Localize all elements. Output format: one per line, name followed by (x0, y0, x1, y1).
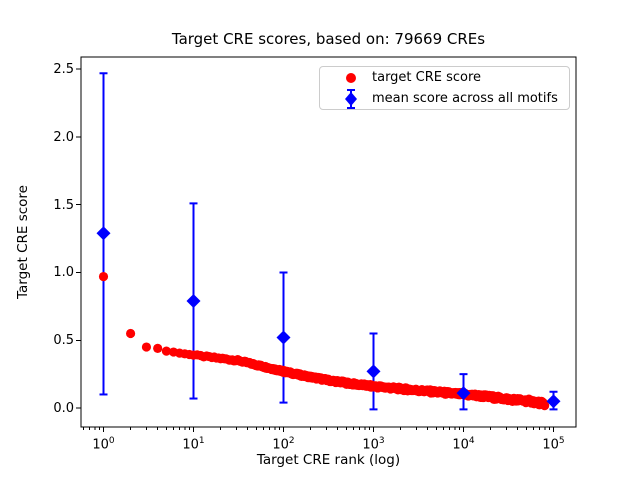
target-score-point (141, 342, 152, 352)
x-tick-label: 103 (362, 436, 385, 453)
y-tick-label: 1.5 (53, 197, 74, 213)
mean-score-diamond (456, 386, 471, 401)
mean-score-diamond (366, 364, 381, 379)
legend: target CRE score mean score across all m… (319, 66, 570, 110)
y-tick-label: 1.0 (53, 265, 74, 281)
mean-score-diamond (276, 330, 291, 345)
y-tick-label: 0.0 (53, 401, 74, 417)
x-tick-label: 105 (542, 436, 565, 453)
legend-item-mean-score: mean score across all motifs (330, 88, 569, 109)
target-score-point (161, 346, 172, 356)
chart-title: Target CRE scores, based on: 79669 CREs (171, 30, 486, 48)
x-tick-label: 100 (92, 436, 115, 453)
legend-label: mean score across all motifs (372, 91, 558, 106)
x-tick-label: 102 (272, 436, 295, 453)
y-tick-label: 2.0 (53, 129, 74, 145)
blue-diamond-errorbar-icon (330, 88, 372, 109)
target-score-point (153, 343, 163, 353)
target-score-point (125, 328, 136, 339)
target-score-point (540, 401, 550, 411)
legend-label: target CRE score (372, 70, 482, 85)
x-axis-label: Target CRE rank (log) (256, 452, 401, 468)
mean-score-diamond (546, 394, 561, 409)
x-tick-label: 104 (452, 436, 475, 453)
target-score-point (98, 271, 109, 282)
mean-score-diamond (186, 293, 201, 308)
x-tick-label: 101 (182, 436, 205, 453)
y-tick-label: 2.5 (53, 62, 74, 78)
mean-score-diamond (96, 226, 111, 241)
axes-frame (80, 56, 577, 428)
red-circle-icon (330, 71, 372, 85)
legend-item-target-cre-score: target CRE score (330, 68, 569, 88)
y-tick-label: 0.5 (53, 333, 74, 349)
